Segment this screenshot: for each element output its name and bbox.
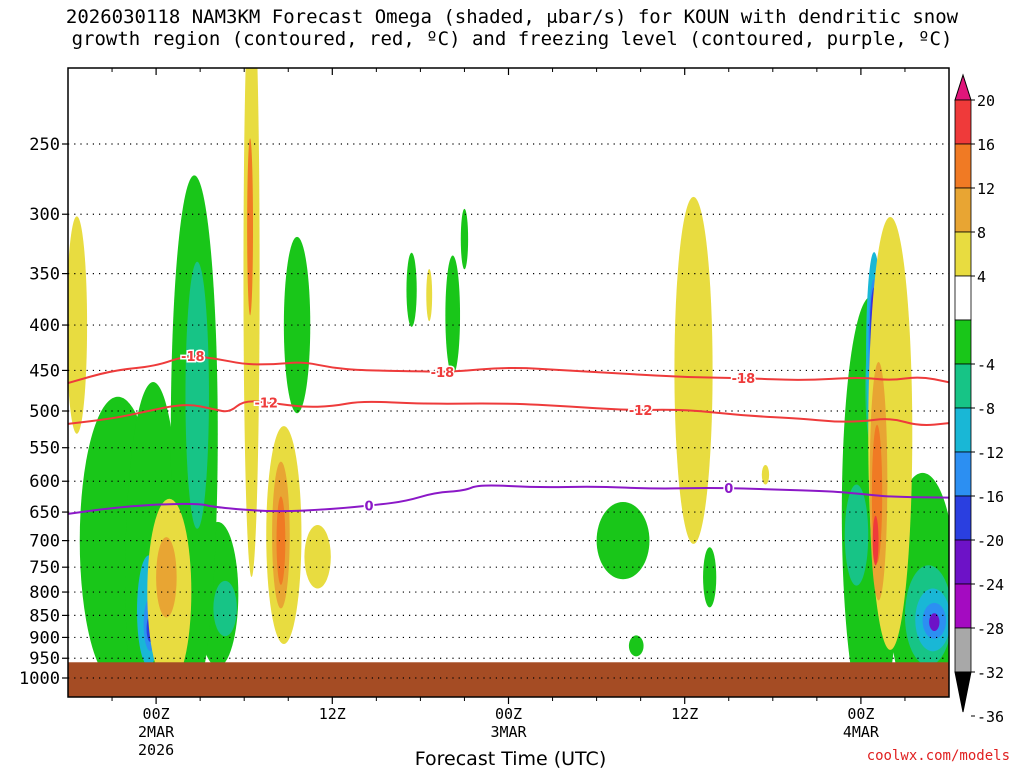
omega-area-38 (156, 537, 177, 618)
colorbar-bin-4 (954, 275, 972, 321)
y-tick-label-400: 400 (29, 316, 60, 336)
omega-area-5 (406, 252, 417, 327)
colorbar-label-1: 16 (977, 136, 995, 154)
omega-area-36 (426, 268, 433, 322)
y-tick-label-850: 850 (29, 606, 60, 626)
y-tick-label-700: 700 (29, 532, 60, 552)
colorbar-bin-9 (954, 495, 972, 541)
colorbar-bin-10 (954, 539, 972, 585)
x-tick-label-0-1: 2MAR (138, 723, 175, 741)
colorbar-bin-7 (954, 407, 972, 453)
omega-area-4 (283, 236, 311, 414)
contour-label-2-0: 0 (364, 500, 373, 515)
colorbar-bin-2 (954, 187, 972, 233)
chart-title-line-2: growth region (contoured, red, ºC) and f… (71, 28, 953, 50)
omega-area-32 (304, 525, 331, 589)
colorbar-bin-5 (954, 319, 972, 365)
colorbar-label-12: -32 (977, 664, 1004, 682)
x-tick-label-4-0: 00Z (847, 705, 874, 723)
x-tick-label-2-0: 00Z (495, 705, 522, 723)
colorbar-label-11: -28 (977, 620, 1004, 638)
colorbar-label-5: -4 (977, 356, 995, 374)
omega-area-9 (703, 547, 717, 608)
omega-area-43 (872, 515, 879, 566)
contour-label-2-1: 0 (724, 482, 733, 497)
colorbar-bin-0 (954, 99, 972, 145)
pressure-gridlines (68, 143, 949, 679)
colorbar-label-7: -12 (977, 444, 1004, 462)
contour-label-0-2: -18 (732, 372, 756, 387)
chart-title-line-1: 2026030118 NAM3KM Forecast Omega (shaded… (65, 6, 959, 28)
colorbar-bin-3 (954, 231, 972, 277)
temperature-contours: -18 -18 -18 -12 -12 0 0 (68, 349, 949, 516)
x-tick-label-4-1: 4MAR (843, 723, 880, 741)
colorbar-label-3: 8 (977, 224, 986, 242)
omega-area-8 (596, 501, 650, 580)
y-tick-label-950: 950 (29, 649, 60, 669)
y-tick-label-250: 250 (29, 135, 60, 155)
y-tick-label-300: 300 (29, 205, 60, 225)
colorbar-bin-12 (954, 627, 972, 673)
x-axis-title: Forecast Time (UTC) (415, 748, 606, 768)
y-tick-label-800: 800 (29, 583, 60, 603)
colorbar-label-8: -16 (977, 488, 1004, 506)
colorbar-label-10: -24 (977, 576, 1004, 594)
contour-line-1 (68, 400, 949, 427)
omega-area-16 (844, 484, 869, 586)
contour-label-1-1: -12 (629, 404, 653, 419)
colorbar-bin-6 (954, 363, 972, 409)
omega-area-14 (213, 580, 237, 637)
y-tick-label-450: 450 (29, 361, 60, 381)
x-tick-label-1-0: 12Z (319, 705, 346, 723)
x-tick-label-0-0: 00Z (143, 705, 170, 723)
omega-area-33 (674, 196, 713, 544)
x-tick-label-0-2: 2026 (138, 741, 174, 759)
contour-label-0-1: -18 (431, 366, 455, 381)
omega-shading (68, 68, 949, 697)
contour-line-2 (68, 484, 949, 515)
contour-line-0 (68, 355, 949, 385)
y-tick-label-750: 750 (29, 558, 60, 578)
y-tick-label-1000: 1000 (19, 669, 60, 689)
colorbar-label-9: -20 (977, 532, 1004, 550)
omega-area-42 (247, 138, 254, 316)
y-tick-label-600: 600 (29, 472, 60, 492)
colorbar-extend-top (954, 73, 972, 101)
source-credit: coolwx.com/models (866, 748, 1010, 764)
omega-area-40 (276, 496, 286, 585)
x-tick-label-3-0: 12Z (671, 705, 698, 723)
y-tick-label-350: 350 (29, 265, 60, 285)
colorbar-bin-11 (954, 583, 972, 629)
y-tick-label-900: 900 (29, 628, 60, 648)
colorbar-label-4: 4 (977, 268, 986, 286)
contour-label-0-0: -18 (181, 350, 205, 365)
colorbar-bin-1 (954, 143, 972, 189)
omega-area-6 (445, 255, 461, 376)
terrain-band (68, 662, 949, 697)
omega-area-10 (628, 635, 644, 657)
y-tick-label-550: 550 (29, 439, 60, 459)
colorbar-label-0: 20 (977, 92, 995, 110)
omega-area-35 (761, 464, 770, 485)
omega-area-28 (68, 216, 88, 434)
colorbar-label-6: -8 (977, 400, 995, 418)
y-tick-label-650: 650 (29, 503, 60, 523)
x-tick-label-2-1: 3MAR (490, 723, 527, 741)
omega-area-7 (460, 208, 469, 270)
y-tick-label-500: 500 (29, 402, 60, 422)
axes: 2503003504004505005506006507007508008509… (19, 68, 906, 768)
omega-area-27 (929, 613, 940, 632)
colorbar-label-13: -36 (977, 708, 1004, 726)
colorbar: 20 16 12 8 4 -4 -8 -12 -16 -20 -24 -28 -32 -36 (954, 73, 1004, 726)
colorbar-bin-8 (954, 451, 972, 497)
colorbar-extend-bottom (954, 671, 972, 713)
omega-area-13 (185, 261, 209, 529)
contour-label-1-0: -12 (254, 396, 278, 411)
colorbar-label-2: 12 (977, 180, 995, 198)
